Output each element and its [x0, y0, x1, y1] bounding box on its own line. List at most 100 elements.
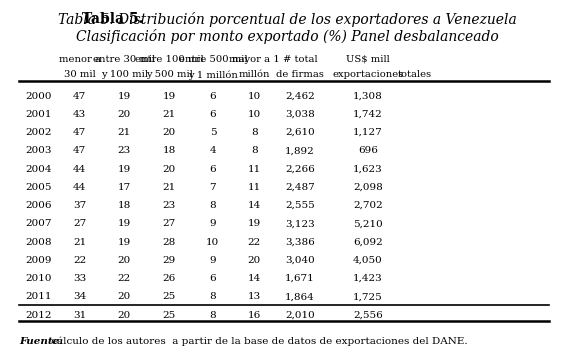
Text: 6,092: 6,092	[353, 238, 383, 247]
Text: Tabla 5.: Tabla 5.	[82, 13, 144, 27]
Text: 25: 25	[163, 310, 176, 320]
Text: 19: 19	[118, 92, 131, 101]
Text: 2,462: 2,462	[285, 92, 315, 101]
Text: 34: 34	[73, 292, 86, 301]
Text: menor a: menor a	[59, 55, 100, 64]
Text: y 1 millón: y 1 millón	[188, 70, 238, 80]
Text: 1,127: 1,127	[353, 128, 383, 137]
Text: 2007: 2007	[26, 219, 52, 228]
Text: 3,386: 3,386	[285, 238, 315, 247]
Text: 21: 21	[163, 183, 176, 192]
Text: 9: 9	[210, 219, 216, 228]
Text: 11: 11	[247, 183, 261, 192]
Text: 17: 17	[118, 183, 131, 192]
Text: 19: 19	[247, 219, 261, 228]
Text: 1,308: 1,308	[353, 92, 383, 101]
Text: 44: 44	[73, 164, 86, 174]
Text: 2000: 2000	[26, 92, 52, 101]
Text: 6: 6	[210, 92, 216, 101]
Text: 10: 10	[247, 110, 261, 119]
Text: 1,864: 1,864	[285, 292, 315, 301]
Text: 28: 28	[163, 238, 176, 247]
Text: 2,487: 2,487	[285, 183, 315, 192]
Text: 30 mil: 30 mil	[64, 70, 95, 79]
Text: Clasificación por monto exportado (%) Panel desbalanceado: Clasificación por monto exportado (%) Pa…	[76, 29, 498, 44]
Text: 19: 19	[118, 219, 131, 228]
Text: 3,040: 3,040	[285, 256, 315, 265]
Text: 1,725: 1,725	[353, 292, 383, 301]
Text: 2011: 2011	[26, 292, 52, 301]
Text: 20: 20	[163, 128, 176, 137]
Text: 27: 27	[73, 219, 86, 228]
Text: 21: 21	[118, 128, 131, 137]
Text: 23: 23	[118, 146, 131, 155]
Text: 8: 8	[251, 146, 257, 155]
Text: 1,623: 1,623	[353, 164, 383, 174]
Text: 20: 20	[163, 164, 176, 174]
Text: 2008: 2008	[26, 238, 52, 247]
Text: 18: 18	[118, 201, 131, 210]
Text: entre 500 mil: entre 500 mil	[179, 55, 247, 64]
Text: 19: 19	[118, 238, 131, 247]
Text: 22: 22	[73, 256, 86, 265]
Text: 2002: 2002	[26, 128, 52, 137]
Text: US$ mill: US$ mill	[346, 55, 390, 64]
Text: 8: 8	[251, 128, 257, 137]
Text: 37: 37	[73, 201, 86, 210]
Text: 47: 47	[73, 92, 86, 101]
Text: 27: 27	[163, 219, 176, 228]
Text: 6: 6	[210, 110, 216, 119]
Text: 20: 20	[118, 256, 131, 265]
Text: entre 30 mil: entre 30 mil	[93, 55, 156, 64]
Text: 13: 13	[247, 292, 261, 301]
Text: 2003: 2003	[26, 146, 52, 155]
Text: 47: 47	[73, 146, 86, 155]
Text: 22: 22	[247, 238, 261, 247]
Text: 19: 19	[118, 164, 131, 174]
Text: 47: 47	[73, 128, 86, 137]
Text: 2009: 2009	[26, 256, 52, 265]
Text: de firmas: de firmas	[276, 70, 324, 79]
Text: 18: 18	[163, 146, 176, 155]
Text: 21: 21	[163, 110, 176, 119]
Text: 2,555: 2,555	[285, 201, 315, 210]
Text: 2,702: 2,702	[353, 201, 383, 210]
Text: Fuente:: Fuente:	[20, 337, 64, 346]
Text: 8: 8	[210, 292, 216, 301]
Text: y 500 mil: y 500 mil	[146, 70, 193, 79]
Text: 20: 20	[118, 292, 131, 301]
Text: 1,423: 1,423	[353, 274, 383, 283]
Text: 23: 23	[163, 201, 176, 210]
Text: 1,671: 1,671	[285, 274, 315, 283]
Text: mayor a 1: mayor a 1	[229, 55, 280, 64]
Text: 3,123: 3,123	[285, 219, 315, 228]
Text: 44: 44	[73, 183, 86, 192]
Text: entre 100 mil: entre 100 mil	[135, 55, 204, 64]
Text: 26: 26	[163, 274, 176, 283]
Text: 14: 14	[247, 274, 261, 283]
Text: 5: 5	[210, 128, 216, 137]
Text: 9: 9	[210, 256, 216, 265]
Text: 16: 16	[247, 310, 261, 320]
Text: cálculo de los autores  a partir de la base de datos de exportaciones del DANE.: cálculo de los autores a partir de la ba…	[48, 337, 468, 346]
Text: 29: 29	[163, 256, 176, 265]
Text: 2,266: 2,266	[285, 164, 315, 174]
Text: 3,038: 3,038	[285, 110, 315, 119]
Text: 43: 43	[73, 110, 86, 119]
Text: 2001: 2001	[26, 110, 52, 119]
Text: 2,010: 2,010	[285, 310, 315, 320]
Text: 21: 21	[73, 238, 86, 247]
Text: millón: millón	[238, 70, 270, 79]
Text: 4: 4	[210, 146, 216, 155]
Text: exportaciones: exportaciones	[332, 70, 404, 79]
Text: 22: 22	[118, 274, 131, 283]
Text: 11: 11	[247, 164, 261, 174]
Text: 2004: 2004	[26, 164, 52, 174]
Text: 10: 10	[206, 238, 219, 247]
Text: 2006: 2006	[26, 201, 52, 210]
Text: # total: # total	[282, 55, 317, 64]
Text: 4,050: 4,050	[353, 256, 383, 265]
Text: 2005: 2005	[26, 183, 52, 192]
Text: 33: 33	[73, 274, 86, 283]
Text: 8: 8	[210, 201, 216, 210]
